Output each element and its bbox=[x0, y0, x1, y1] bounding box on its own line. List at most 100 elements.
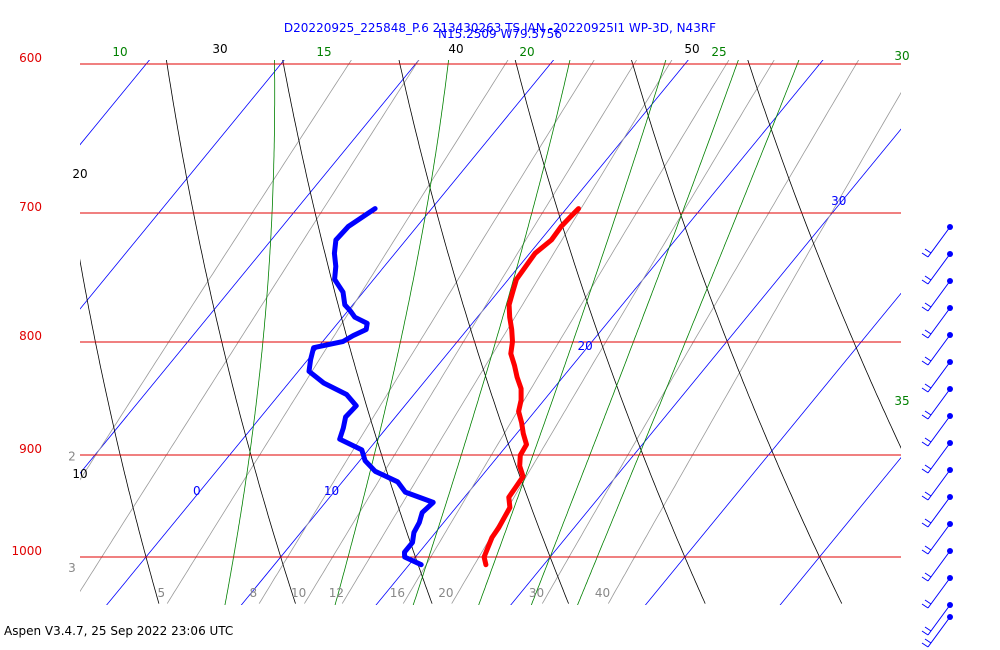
wind-barb-flag bbox=[921, 252, 929, 258]
wind-barb bbox=[921, 521, 953, 555]
dry-adiabat-label: 10 bbox=[72, 467, 87, 481]
wind-barb-flag bbox=[921, 642, 929, 648]
wind-barb-flag bbox=[924, 329, 932, 335]
wind-barb-flag bbox=[924, 545, 932, 551]
wind-barb-flag bbox=[924, 275, 932, 281]
moist-adiabat-25 bbox=[478, 60, 667, 605]
chart-subtitle: N15.2509 W79.5756 bbox=[438, 27, 562, 41]
wind-barb-flag bbox=[924, 356, 932, 362]
mixing-ratio-label: 10 bbox=[291, 586, 306, 600]
wind-barb-staff bbox=[927, 442, 951, 474]
wind-barb-flag bbox=[921, 279, 929, 285]
mixing-ratio-line bbox=[541, 60, 859, 604]
dry-adiabat-10 bbox=[166, 60, 296, 604]
wind-barb-staff bbox=[927, 253, 951, 285]
mixing-ratio-label: 5 bbox=[157, 586, 165, 600]
wind-barb-flag bbox=[924, 383, 932, 389]
wind-barb bbox=[921, 332, 953, 366]
dewpoint-profile bbox=[306, 206, 436, 568]
moist-adiabat-30 bbox=[530, 60, 739, 605]
isotherm-line bbox=[779, 456, 901, 605]
mixing-ratio-line bbox=[341, 60, 673, 604]
wind-barb-staff bbox=[927, 361, 951, 393]
wind-barb bbox=[921, 440, 953, 474]
isotherm-line bbox=[644, 292, 901, 605]
pressure-label: 700 bbox=[19, 200, 42, 214]
pressure-label: 1000 bbox=[11, 544, 42, 558]
wind-barb bbox=[921, 467, 953, 501]
temperature-profile bbox=[481, 206, 581, 568]
wind-barb bbox=[921, 305, 953, 339]
isotherm-label: 0 bbox=[193, 484, 201, 498]
wind-barb-flag bbox=[921, 549, 929, 555]
wind-barb-flag bbox=[921, 495, 929, 501]
mixing-ratio-label: 30 bbox=[529, 586, 544, 600]
mixing-ratio-line bbox=[80, 60, 352, 481]
isotherm-0 bbox=[106, 60, 555, 605]
wind-barb-flag bbox=[921, 360, 929, 366]
wind-barb bbox=[921, 251, 953, 285]
mixing-ratio-label: 20 bbox=[438, 586, 453, 600]
wind-barb-flag bbox=[924, 518, 932, 524]
isotherm-line bbox=[80, 60, 285, 310]
wind-barb-staff bbox=[927, 469, 951, 501]
moist-adiabat-35 bbox=[577, 60, 800, 605]
isotherm-line bbox=[907, 50, 1000, 615]
wind-barb-flag bbox=[921, 387, 929, 393]
moist-adiabat-label: 25 bbox=[711, 45, 726, 59]
dry-adiabat-30 bbox=[398, 60, 569, 604]
wind-barb-staff bbox=[927, 307, 951, 339]
moist-adiabat-label: 30 bbox=[894, 49, 909, 63]
mixing-ratio-line bbox=[166, 60, 509, 604]
moist-adiabat-label: 10 bbox=[112, 45, 127, 59]
moist-adiabat-20 bbox=[412, 60, 571, 605]
wind-barb-flag bbox=[924, 626, 932, 632]
mixing-ratio-label: 40 bbox=[595, 586, 610, 600]
isotherm-30 bbox=[510, 128, 901, 605]
moist-adiabat-label: 35 bbox=[894, 394, 909, 408]
wind-barb-flag bbox=[921, 522, 929, 528]
wind-barb bbox=[921, 548, 953, 582]
wind-barb bbox=[921, 359, 953, 393]
mixing-ratio-line bbox=[607, 92, 901, 604]
isotherm-label: 30 bbox=[831, 194, 846, 208]
wind-barb-flag bbox=[924, 464, 932, 470]
dry-adiabat-label: 50 bbox=[684, 42, 699, 56]
wind-barb-flag bbox=[924, 248, 932, 254]
mixing-ratio-line bbox=[258, 60, 595, 604]
wind-barb-staff bbox=[927, 388, 951, 420]
dry-adiabat-line bbox=[80, 258, 160, 604]
wind-barb-flag bbox=[921, 630, 929, 636]
isotherm-label: 10 bbox=[324, 484, 339, 498]
footer-text: Aspen V3.4.7, 25 Sep 2022 23:06 UTC bbox=[4, 624, 234, 638]
pressure-label: 800 bbox=[19, 329, 42, 343]
wind-barb-staff bbox=[927, 604, 951, 636]
dry-adiabat-50 bbox=[631, 60, 843, 604]
wind-barb bbox=[921, 224, 953, 258]
wind-barb-staff bbox=[927, 334, 951, 366]
wind-barb-flag bbox=[921, 306, 929, 312]
isotherm-20 bbox=[375, 60, 824, 605]
mixing-ratio-line bbox=[304, 60, 637, 604]
wind-barb-staff bbox=[927, 523, 951, 555]
wind-barb-staff bbox=[927, 226, 951, 258]
wind-barb bbox=[921, 278, 953, 312]
wind-barb-flag bbox=[921, 414, 929, 420]
wind-barb-staff bbox=[927, 577, 951, 609]
isotherm-line bbox=[80, 60, 150, 146]
wind-barb bbox=[921, 575, 953, 609]
wind-barb bbox=[921, 602, 953, 636]
dry-adiabat-label: 20 bbox=[72, 167, 87, 181]
wind-barb-flag bbox=[924, 410, 932, 416]
moist-adiabat-15 bbox=[334, 60, 449, 605]
wind-barb bbox=[921, 413, 953, 447]
wind-barb-flag bbox=[924, 491, 932, 497]
dry-adiabat-40 bbox=[514, 60, 706, 604]
moist-adiabat-label: 20 bbox=[519, 45, 534, 59]
wind-barb-flag bbox=[921, 468, 929, 474]
wind-barb-staff bbox=[927, 550, 951, 582]
wind-barb-flag bbox=[924, 572, 932, 578]
wind-barb bbox=[921, 386, 953, 420]
wind-barb-flag bbox=[924, 638, 932, 644]
